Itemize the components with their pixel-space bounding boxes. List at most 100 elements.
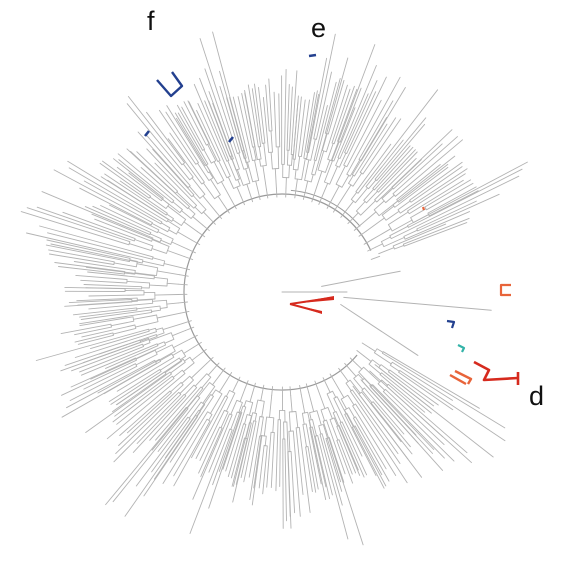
internal-branch (258, 146, 262, 160)
leaf-branch (428, 190, 479, 217)
orange-bracket-d (449, 369, 473, 386)
leaf-branch (173, 418, 208, 477)
root-branch (257, 190, 261, 201)
internal-branch (378, 247, 395, 255)
leaf-branch (71, 343, 144, 372)
node-arc (166, 246, 170, 254)
leaf-branch (344, 413, 377, 477)
leaf-branch (36, 206, 135, 242)
root-branch (188, 334, 198, 340)
leaf-branch (68, 299, 133, 304)
root-branch (353, 224, 362, 231)
node-arc (235, 168, 240, 171)
blue-bracket (446, 319, 456, 329)
leaf-branch (417, 193, 500, 232)
internal-branch (197, 382, 211, 398)
internal-branch (321, 133, 328, 151)
internal-branch (139, 337, 149, 342)
node-arc (293, 168, 298, 171)
leaf-branch (177, 112, 209, 165)
node-arc (257, 158, 262, 161)
node-arc (325, 132, 329, 135)
internal-branch (171, 241, 188, 250)
leaf-branch (336, 440, 354, 484)
leaf-branch (292, 95, 299, 160)
internal-branch (225, 392, 236, 412)
internal-branch (345, 200, 354, 211)
leaf-branch (258, 87, 266, 144)
leaf-branch (20, 211, 130, 246)
internal-branch (363, 366, 381, 383)
internal-branch (136, 298, 156, 301)
leaf-branch (90, 330, 150, 350)
leaf-branch (166, 105, 209, 174)
internal-branch (286, 149, 289, 166)
internal-branch (322, 420, 329, 439)
internal-branch (110, 320, 135, 327)
leaf-branch (116, 377, 175, 425)
leaf-branch (396, 164, 441, 201)
leaf-branch (326, 437, 342, 483)
leaf-branch (106, 373, 186, 440)
leaf-branch (75, 274, 128, 280)
leaf-branch (196, 109, 221, 161)
leaf-branch (46, 239, 131, 259)
leaf-branch (83, 284, 143, 288)
internal-branch (151, 222, 169, 233)
internal-branch (301, 412, 305, 425)
root-branch (223, 205, 230, 214)
internal-branch (272, 417, 275, 433)
node-arc (245, 400, 253, 404)
leaf-branch (90, 344, 167, 380)
internal-branch (142, 342, 151, 346)
leaf-branch (108, 369, 161, 402)
node-arc (260, 164, 267, 167)
leaf-branch (306, 93, 320, 160)
leaf-branch (273, 91, 277, 148)
tree-branches (20, 31, 528, 546)
leaf-branch (68, 167, 163, 223)
internal-branch (220, 181, 233, 202)
leaf-branch (351, 426, 385, 489)
leaf-branch (204, 68, 240, 170)
leaf-branch (403, 222, 468, 247)
internal-branch (332, 390, 337, 398)
internal-branch (291, 154, 293, 166)
root-branch (305, 383, 310, 393)
internal-branch (360, 211, 377, 225)
leaf-branch (74, 331, 157, 358)
root-branch (249, 192, 254, 203)
internal-branch (148, 332, 172, 342)
internal-branch (134, 272, 157, 277)
internal-branch (264, 435, 267, 447)
leaf-branch (427, 186, 477, 214)
internal-branch (381, 187, 394, 199)
internal-branch (238, 402, 243, 414)
leaf-branch (73, 261, 136, 271)
leaf-branch (200, 427, 223, 478)
internal-branch (159, 357, 180, 371)
internal-branch (167, 205, 187, 220)
internal-branch (352, 172, 363, 187)
internal-branch (166, 302, 180, 305)
leaf-branch (251, 435, 263, 506)
leaf-branch (314, 57, 349, 176)
leaf-branch (286, 84, 290, 151)
internal-branch (343, 375, 349, 382)
leaf-branch (325, 438, 343, 492)
internal-branch (238, 152, 245, 170)
leaf-branch (162, 411, 209, 484)
long-branch (352, 385, 423, 478)
internal-branch (236, 169, 244, 186)
internal-branch (269, 395, 273, 418)
root-branch (275, 187, 278, 198)
leaf-branch (135, 416, 189, 487)
root-branch (177, 283, 188, 286)
leaf-branch (48, 253, 115, 265)
leaf-branch (315, 81, 337, 162)
internal-branch (363, 188, 375, 201)
internal-branch (410, 208, 427, 219)
leaf-branch (169, 395, 214, 463)
leaf-branch (390, 175, 520, 240)
internal-branch (149, 196, 167, 209)
